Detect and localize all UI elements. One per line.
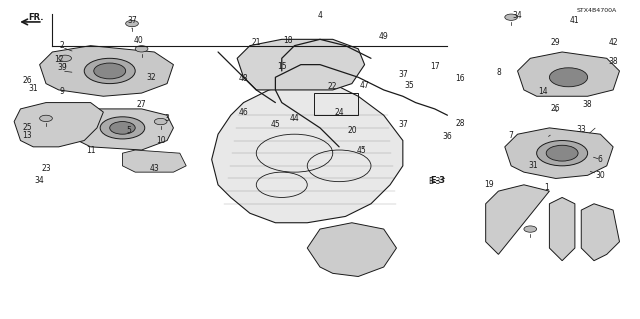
- Text: 25: 25: [22, 123, 32, 132]
- Circle shape: [524, 226, 537, 232]
- Polygon shape: [307, 223, 396, 277]
- Polygon shape: [505, 128, 613, 178]
- Text: 11: 11: [86, 145, 95, 154]
- Text: 37: 37: [127, 16, 137, 25]
- Circle shape: [546, 145, 578, 161]
- Text: 34: 34: [35, 175, 45, 185]
- Text: 13: 13: [22, 131, 32, 140]
- Text: 20: 20: [347, 126, 356, 135]
- Text: 23: 23: [41, 165, 51, 174]
- Text: 17: 17: [430, 62, 440, 71]
- Circle shape: [40, 115, 52, 122]
- Polygon shape: [212, 84, 403, 223]
- Circle shape: [94, 63, 125, 79]
- Polygon shape: [486, 185, 549, 254]
- Text: 26: 26: [22, 76, 32, 85]
- Text: 49: 49: [379, 32, 388, 41]
- Text: 9: 9: [60, 87, 65, 96]
- Text: 27: 27: [137, 100, 147, 109]
- Text: 7: 7: [509, 131, 514, 140]
- Text: FR.: FR.: [29, 13, 44, 22]
- Text: 3: 3: [164, 114, 170, 123]
- Text: 31: 31: [28, 84, 38, 93]
- Text: 30: 30: [595, 171, 605, 180]
- Text: E-3: E-3: [430, 175, 445, 185]
- Text: 44: 44: [290, 114, 300, 123]
- Text: 2: 2: [60, 41, 64, 50]
- Text: 48: 48: [239, 74, 248, 83]
- Text: 37: 37: [398, 120, 408, 129]
- Bar: [314, 93, 358, 115]
- Polygon shape: [72, 109, 173, 150]
- Text: 36: 36: [443, 132, 452, 141]
- Polygon shape: [549, 197, 575, 261]
- Circle shape: [125, 20, 138, 27]
- Text: 38: 38: [583, 100, 593, 109]
- Text: 42: 42: [608, 38, 618, 47]
- Text: 4: 4: [317, 11, 323, 20]
- Text: 38: 38: [608, 57, 618, 66]
- Text: 32: 32: [147, 73, 156, 82]
- Text: 46: 46: [239, 108, 248, 116]
- Polygon shape: [237, 39, 365, 90]
- Text: 47: 47: [360, 81, 369, 90]
- Circle shape: [109, 122, 135, 134]
- Text: 33: 33: [577, 125, 586, 134]
- Text: 10: 10: [156, 136, 166, 145]
- Polygon shape: [581, 204, 620, 261]
- Text: 35: 35: [404, 81, 414, 90]
- Text: 6: 6: [598, 155, 603, 164]
- Text: 31: 31: [529, 161, 538, 170]
- Text: 43: 43: [150, 165, 159, 174]
- Polygon shape: [14, 103, 103, 147]
- Text: 12: 12: [54, 55, 63, 64]
- Text: 26: 26: [551, 104, 561, 113]
- Circle shape: [505, 14, 518, 20]
- Text: 22: 22: [328, 82, 337, 91]
- Text: 15: 15: [277, 62, 287, 71]
- Text: 1: 1: [544, 182, 548, 191]
- Text: 18: 18: [284, 36, 293, 45]
- Polygon shape: [40, 46, 173, 96]
- Text: 24: 24: [334, 108, 344, 116]
- Text: 8: 8: [496, 68, 500, 77]
- Ellipse shape: [84, 58, 135, 84]
- Text: STX4B4700A: STX4B4700A: [577, 8, 618, 13]
- Text: 39: 39: [57, 63, 67, 72]
- Text: 34: 34: [513, 11, 522, 20]
- Text: 45: 45: [271, 120, 280, 129]
- Text: 45: 45: [356, 145, 366, 154]
- Circle shape: [549, 68, 588, 87]
- Polygon shape: [122, 150, 186, 172]
- Circle shape: [59, 55, 72, 62]
- Ellipse shape: [537, 141, 588, 166]
- Text: 5: 5: [126, 126, 131, 135]
- Text: 14: 14: [538, 87, 548, 96]
- Text: 28: 28: [456, 119, 465, 128]
- Text: 37: 37: [398, 70, 408, 78]
- Text: E-3: E-3: [429, 177, 441, 186]
- Text: 40: 40: [134, 36, 143, 45]
- Circle shape: [135, 46, 148, 52]
- Text: 41: 41: [570, 16, 580, 25]
- Polygon shape: [518, 52, 620, 96]
- Ellipse shape: [100, 117, 145, 139]
- Text: 21: 21: [252, 38, 261, 47]
- Text: 16: 16: [456, 74, 465, 83]
- Circle shape: [154, 118, 167, 125]
- Text: 19: 19: [484, 180, 493, 189]
- Text: 29: 29: [551, 38, 561, 47]
